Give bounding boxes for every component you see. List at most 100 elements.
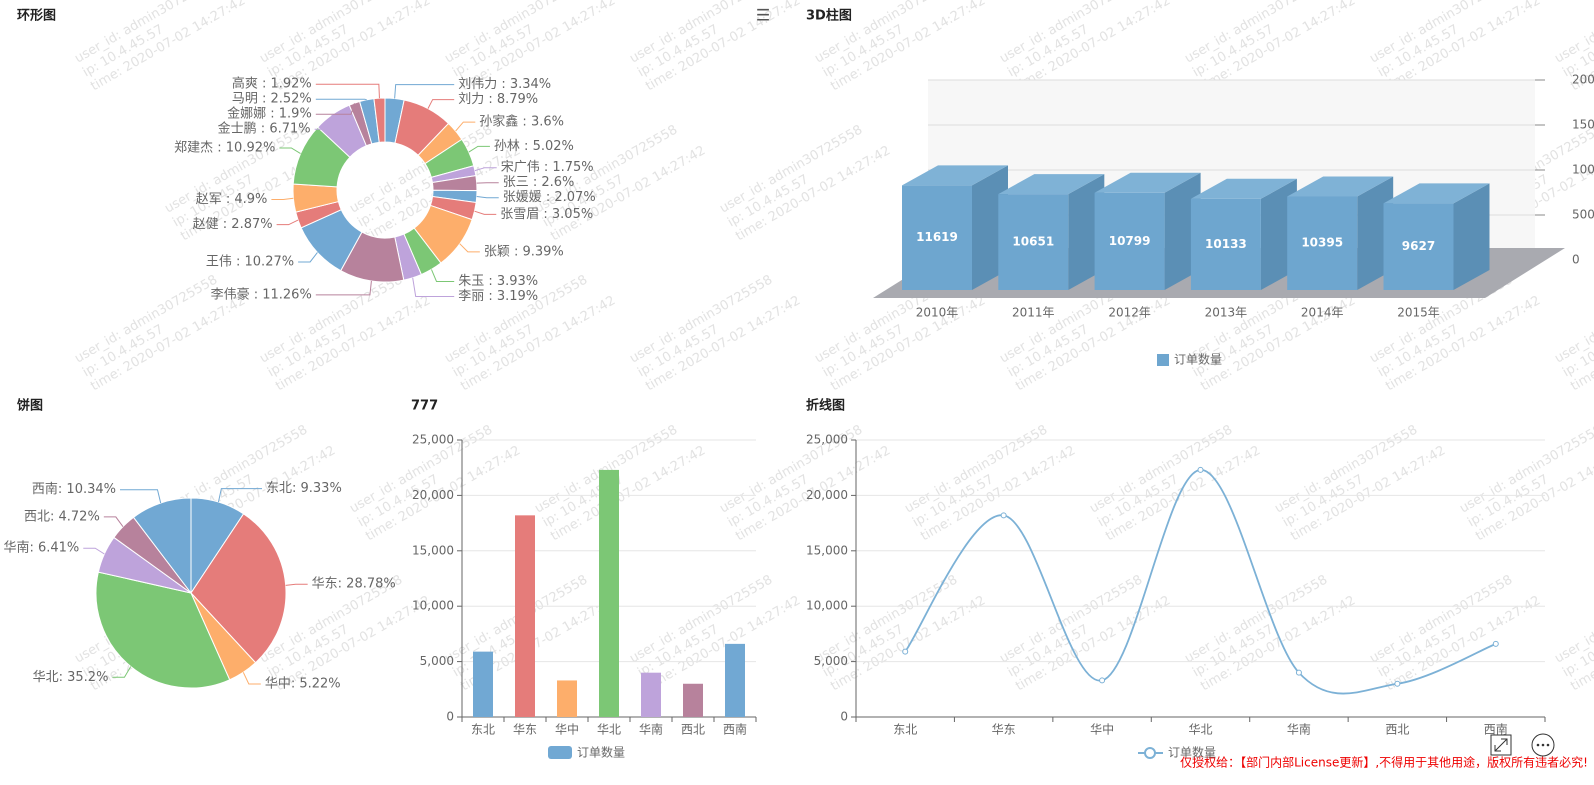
legend-label: 订单数量: [1174, 352, 1222, 367]
y-tick-label: 5,000: [420, 654, 454, 668]
x-tick-label: 东北: [471, 723, 495, 737]
data-label: 金士鹏 : 6.71%: [218, 121, 311, 137]
data-label: 张颖 : 9.39%: [484, 244, 564, 259]
data-label: 马明 : 2.52%: [232, 92, 312, 107]
bar-top: [902, 165, 1008, 186]
label-line: [315, 98, 367, 101]
bar: [902, 185, 972, 290]
data-label: 张雪眉 : 3.05%: [500, 207, 593, 222]
x-tick-label: 2010年: [916, 306, 959, 320]
label-line: [315, 280, 372, 296]
bar: [1383, 203, 1454, 290]
x-tick-label: 2011年: [1012, 306, 1055, 320]
data-label: 华南: 6.41%: [3, 540, 79, 556]
label-line: [271, 197, 294, 200]
x-tick-label: 华中: [555, 722, 579, 737]
icon-dot: [1546, 743, 1550, 747]
label-line: [476, 196, 499, 199]
data-label: 东北: 9.33%: [266, 481, 342, 496]
slice: [373, 97, 386, 143]
data-label: 金娜娜 : 1.9%: [227, 106, 312, 122]
data-label: 宋广伟 : 1.75%: [501, 160, 594, 175]
bar: [998, 194, 1069, 290]
x-tick-label: 西南: [723, 722, 747, 737]
x-tick-label: 华北: [1188, 723, 1212, 737]
label-line: [83, 547, 105, 555]
data-label: 刘力 : 8.79%: [458, 92, 538, 107]
bar: [1190, 198, 1261, 290]
y-tick-label: 10,000: [412, 599, 454, 613]
label-line: [217, 488, 262, 503]
label-line: [430, 269, 455, 282]
y-tick-label: 5,000: [814, 654, 848, 668]
icon-frame: [1490, 734, 1512, 756]
x-tick-label: 西北: [681, 723, 705, 737]
bar-top: [998, 174, 1105, 195]
label-line: [474, 167, 497, 172]
label-line: [279, 147, 301, 154]
legend-label: 订单数量: [577, 745, 625, 760]
y-tick-label: 20,000: [412, 488, 454, 502]
data-label: 11619: [916, 230, 958, 244]
point: [1099, 677, 1106, 684]
bar-side: [1453, 183, 1490, 290]
chart-title: 环形图: [17, 9, 56, 24]
chart-title: 折线图: [806, 398, 845, 414]
data-label: 孙林 : 5.02%: [494, 139, 574, 154]
point: [902, 648, 909, 655]
x-tick-label: 华中: [1090, 722, 1114, 737]
chart-title: 饼图: [17, 398, 43, 414]
x-tick-label: 2014年: [1301, 306, 1344, 320]
x-tick-label: 西南: [1484, 722, 1508, 737]
bar-top: [1383, 183, 1490, 204]
data-label: 华东: 28.78%: [312, 577, 396, 592]
x-tick-label: 东北: [893, 723, 917, 737]
data-label: 高爽 : 1.92%: [232, 76, 312, 92]
data-label: 刘伟力 : 3.34%: [458, 77, 551, 92]
label-line: [459, 243, 480, 253]
y-tick-label: 5000: [1572, 208, 1594, 222]
x-tick-label: 华南: [639, 722, 663, 737]
data-label: 王伟 : 10.27%: [206, 254, 294, 269]
data-label: 10133: [1205, 237, 1247, 251]
menu-icon[interactable]: ☰: [756, 6, 770, 25]
x-tick-label: 2015年: [1397, 306, 1440, 320]
y-tick-label: 10,000: [806, 599, 848, 613]
x-tick-label: 华南: [1287, 722, 1311, 737]
label-line: [298, 252, 318, 263]
y-tick-label: 10000: [1572, 163, 1594, 177]
point: [1295, 669, 1302, 676]
fullscreen-icon[interactable]: [1490, 734, 1512, 756]
x-tick-label: 华东: [513, 723, 537, 737]
bar-top: [1287, 176, 1394, 197]
label-line: [474, 210, 497, 215]
data-label: 孙家鑫 : 3.6%: [479, 114, 564, 130]
icon-dot: [1536, 743, 1540, 747]
chart-title: 777: [411, 399, 438, 414]
x-tick-label: 2012年: [1108, 306, 1151, 320]
bar: [725, 643, 745, 717]
y-tick-label: 20000: [1572, 73, 1594, 87]
y-tick-label: 15000: [1572, 118, 1594, 132]
legend-swatch: [1157, 354, 1169, 366]
label-line: [103, 516, 124, 527]
label-line: [120, 489, 162, 504]
y-tick-label: 0: [1572, 253, 1580, 267]
y-tick-label: 0: [446, 710, 454, 724]
data-label: 赵军 : 4.9%: [196, 192, 268, 207]
more-icon[interactable]: [1531, 733, 1555, 757]
y-tick-label: 25,000: [412, 433, 454, 447]
data-label: 10395: [1301, 236, 1343, 250]
label-line: [276, 219, 299, 226]
data-label: 赵健 : 2.87%: [193, 217, 273, 232]
label-line: [412, 277, 455, 297]
point: [1394, 680, 1401, 687]
